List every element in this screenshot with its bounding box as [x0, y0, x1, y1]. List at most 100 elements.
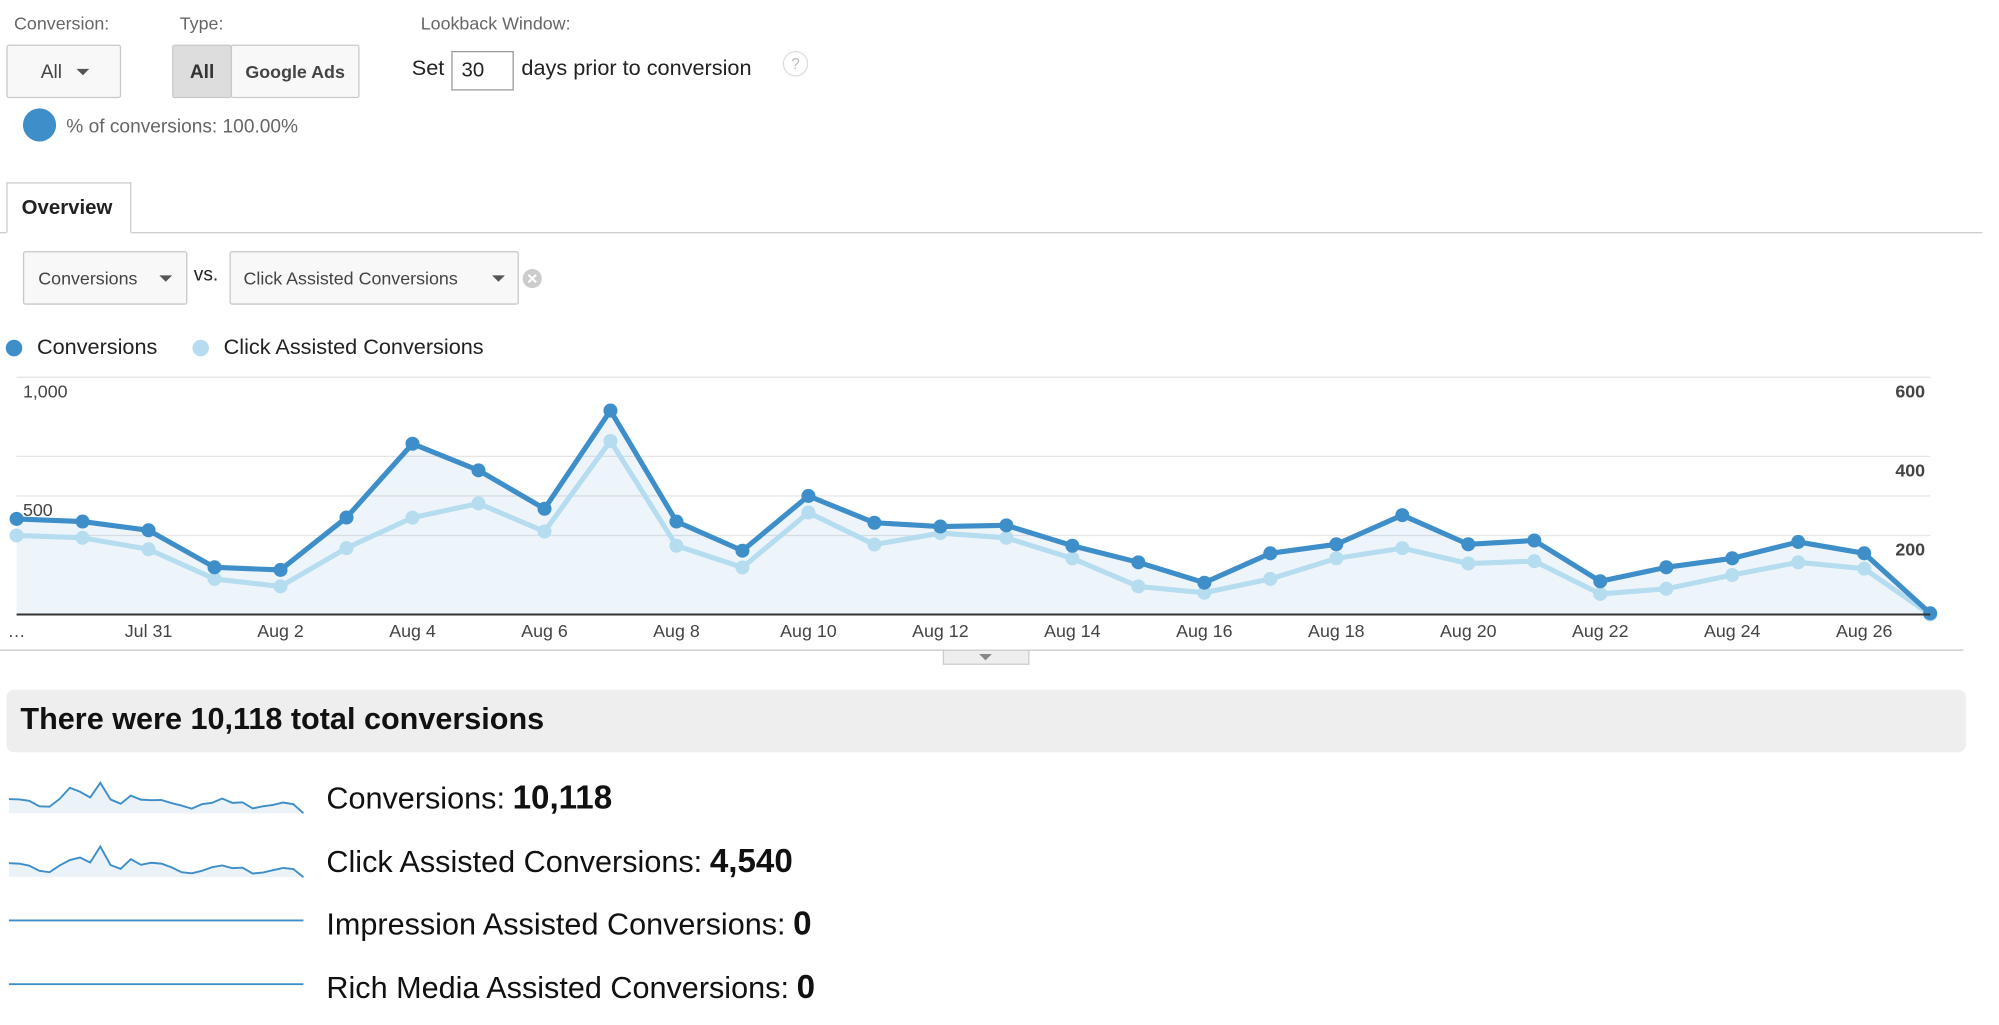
type-option: Google Ads: [245, 61, 345, 82]
data-point: [339, 541, 354, 556]
primary-metric: Conversions: [38, 267, 138, 289]
series-line: [16, 408, 1932, 616]
type-all-button[interactable]: All: [172, 44, 233, 99]
metric-label: Impression Assisted Conversions:: [326, 907, 786, 943]
days-suffix: days prior to conversion: [521, 56, 752, 81]
data-point: [405, 510, 420, 525]
data-point: [1593, 586, 1608, 601]
summary-row: Impression Assisted Conversions: 0: [326, 904, 811, 944]
overview-tab[interactable]: Overview: [6, 182, 132, 234]
x-tick-label: Aug 10: [780, 621, 837, 641]
legend-marker: [5, 339, 23, 357]
y2-tick-label: 400: [1895, 460, 1925, 480]
type-label: Type:: [179, 12, 224, 34]
x-tick-label: Aug 26: [1836, 621, 1893, 641]
data-point: [1791, 534, 1806, 549]
data-point: [75, 514, 90, 529]
data-point: [669, 538, 684, 553]
sparkline-area: [8, 846, 304, 878]
remove-metric-icon[interactable]: [521, 268, 543, 290]
x-tick-label: …: [8, 621, 26, 641]
y2-tick-label: 200: [1895, 539, 1925, 559]
x-tick-label: Aug 16: [1176, 621, 1233, 641]
x-tick-label: Aug 4: [389, 621, 436, 641]
primary-metric-dropdown[interactable]: Conversions: [22, 251, 188, 305]
summary-headline: There were 10,118 total conversions: [20, 702, 545, 737]
y-tick-label: 1,000: [23, 381, 68, 401]
data-point: [471, 496, 486, 511]
caret: [492, 275, 505, 282]
set-label: Set: [411, 56, 445, 81]
legend-label: Click Assisted Conversions: [224, 334, 484, 359]
data-point: [141, 523, 156, 538]
percent-dot: [22, 108, 57, 142]
sparkline-area: [8, 782, 304, 814]
x-tick-label: Aug 12: [912, 621, 969, 641]
data-point: [603, 433, 618, 449]
data-point: [1263, 571, 1278, 586]
tab-rule: [0, 232, 1983, 234]
help-glyph: ?: [791, 54, 800, 73]
data-point: [1197, 575, 1212, 590]
data-point: [471, 463, 486, 478]
conversion-value: All: [40, 60, 63, 83]
metric-label: Rich Media Assisted Conversions:: [326, 971, 789, 1006]
data-point: [1461, 556, 1476, 571]
data-point: [1923, 606, 1938, 621]
data-point: [1857, 546, 1872, 561]
data-point: [1527, 554, 1542, 569]
x-tick-label: Aug 8: [653, 621, 700, 641]
x-tick-label: Aug 18: [1308, 621, 1365, 641]
x-tick-label: Aug 6: [521, 621, 568, 641]
data-point: [141, 542, 156, 557]
lookback-label: Lookback Window:: [420, 12, 571, 34]
vs-label: vs.: [193, 263, 219, 286]
data-point: [1791, 555, 1806, 570]
data-point: [1131, 579, 1146, 594]
data-point: [735, 560, 750, 575]
data-point: [207, 571, 222, 586]
data-point: [1065, 551, 1080, 566]
x-tick-label: Aug 14: [1044, 621, 1101, 641]
data-point: [669, 514, 684, 529]
type-option: All: [189, 60, 215, 83]
data-point: [1593, 574, 1608, 589]
data-point: [1131, 555, 1146, 570]
help-icon[interactable]: ?: [782, 50, 809, 77]
data-point: [801, 505, 816, 520]
sparklines: [8, 781, 305, 986]
chart: Conversions Click Assisted Conversions 500…: [0, 334, 1964, 665]
conversion-dropdown[interactable]: All: [6, 44, 122, 99]
data-point: [339, 510, 354, 525]
conversion-label: Conversion:: [14, 12, 110, 34]
metric-label: Click Assisted Conversions:: [326, 845, 703, 880]
data-point: [207, 560, 222, 575]
data-point: [867, 537, 882, 552]
days-input[interactable]: 30: [451, 50, 514, 91]
data-point: [1329, 537, 1344, 552]
percent-text: % of conversions: 100.00%: [66, 116, 299, 138]
data-point: [1065, 538, 1080, 553]
data-point: [801, 488, 816, 503]
secondary-metric-dropdown[interactable]: Click Assisted Conversions: [229, 251, 519, 305]
metric-value: 10,118: [512, 777, 613, 816]
data-point: [735, 543, 750, 558]
data-point: [273, 579, 288, 594]
y-tick-label: 500: [23, 500, 53, 520]
caret: [159, 275, 173, 282]
data-point: [537, 524, 552, 539]
secondary-metric: Click Assisted Conversions: [243, 267, 458, 289]
data-point: [933, 519, 948, 534]
days-value: 30: [461, 59, 485, 82]
series-area: [16, 410, 1931, 615]
sparkline: [8, 844, 305, 878]
metric-value: 4,540: [709, 841, 793, 880]
x-tick-label: Aug 20: [1440, 621, 1497, 641]
type-google-ads-button[interactable]: Google Ads: [230, 44, 360, 99]
summary-row: Click Assisted Conversions: 4,540: [326, 841, 792, 881]
legend-label: Conversions: [37, 334, 158, 359]
data-point: [405, 436, 420, 451]
data-point: [1725, 567, 1740, 582]
data-point: [1197, 585, 1212, 600]
